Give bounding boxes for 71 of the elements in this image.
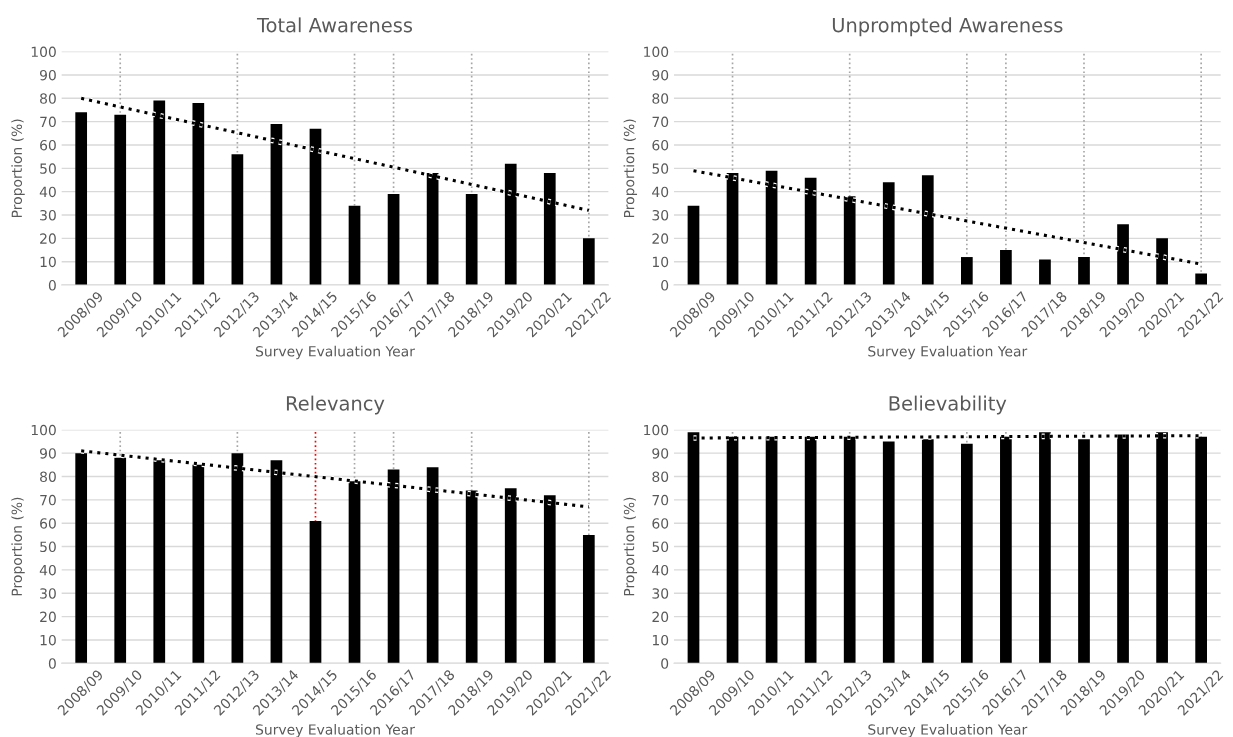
bar [582,238,595,286]
bar [387,194,400,286]
y-tick-label: 70 [40,494,56,506]
y-tick-label: 30 [40,588,56,599]
y-tick-label: 20 [652,233,669,244]
bar [960,257,973,286]
y-tick-label: 10 [40,634,56,646]
y-tick-label: 40 [39,186,56,198]
y-tick-label: 90 [652,448,669,459]
bar [309,520,322,664]
y-tick-label: 40 [39,564,56,576]
y-axis-title: Proportion (%) [623,119,638,218]
y-tick-label: 0 [48,658,56,669]
y-tick-label: 20 [40,233,56,244]
y-tick-label: 100 [644,424,669,436]
y-tick-label: 0 [48,280,56,291]
y-tick-label: 90 [39,448,56,459]
y-tick-label: 80 [652,93,669,104]
y-axis-title: Proportion (%) [623,497,638,596]
y-tick-label: 50 [40,541,56,553]
y-tick-label: 50 [652,541,669,553]
x-axis-title: Survey Evaluation Year [868,345,1028,360]
y-tick-label: 0 [661,658,669,669]
bar [465,194,478,286]
y-tick-label: 10 [40,256,56,268]
bar [1000,250,1012,286]
y-tick-label: 20 [652,611,669,623]
bar [348,205,361,286]
y-tick-label: 30 [40,209,56,221]
y-tick-label: 70 [652,116,669,128]
chart-title: Relevancy [286,395,385,415]
y-tick-label: 60 [40,139,56,151]
x-axis-title: Survey Evaluation Year [868,724,1028,737]
y-tick-label: 50 [40,163,56,174]
bar [231,154,244,286]
y-tick-label: 80 [652,471,669,482]
x-axis-title: Survey Evaluation Year [256,345,415,360]
y-axis-title: Proportion (%) [11,119,25,218]
y-tick-label: 100 [644,46,669,58]
bar [114,114,127,286]
bar [582,534,595,664]
y-tick-label: 30 [652,588,669,599]
y-tick-label: 10 [652,256,669,268]
chart-title: Unprompted Awareness [832,17,1063,37]
y-tick-label: 90 [652,69,669,81]
y-tick-label: 60 [40,518,56,529]
y-tick-label: 90 [39,69,56,81]
y-tick-label: 40 [652,186,669,198]
bar [75,112,88,286]
bar [1039,259,1051,286]
y-tick-label: 60 [652,518,669,529]
bar [1078,257,1090,286]
y-axis-title: Proportion (%) [11,497,25,596]
chart-title: Total Awareness [256,17,413,33]
y-tick-label: 0 [661,280,669,291]
y-tick-label: 30 [652,209,669,221]
y-tick-label: 70 [652,494,669,506]
y-tick-label: 20 [40,611,56,623]
x-axis-title: Survey Evaluation Year [256,724,415,737]
y-tick-label: 80 [40,93,56,104]
chart-title: Believability [889,395,1007,415]
bar [687,205,700,286]
y-tick-label: 60 [652,139,669,151]
y-tick-label: 100 [31,424,56,436]
y-tick-label: 40 [652,564,669,576]
y-tick-label: 100 [31,46,56,58]
y-tick-label: 10 [652,634,669,646]
y-tick-label: 70 [40,116,56,128]
bar [1195,273,1207,286]
y-tick-label: 80 [40,471,56,482]
y-tick-label: 50 [652,163,669,174]
